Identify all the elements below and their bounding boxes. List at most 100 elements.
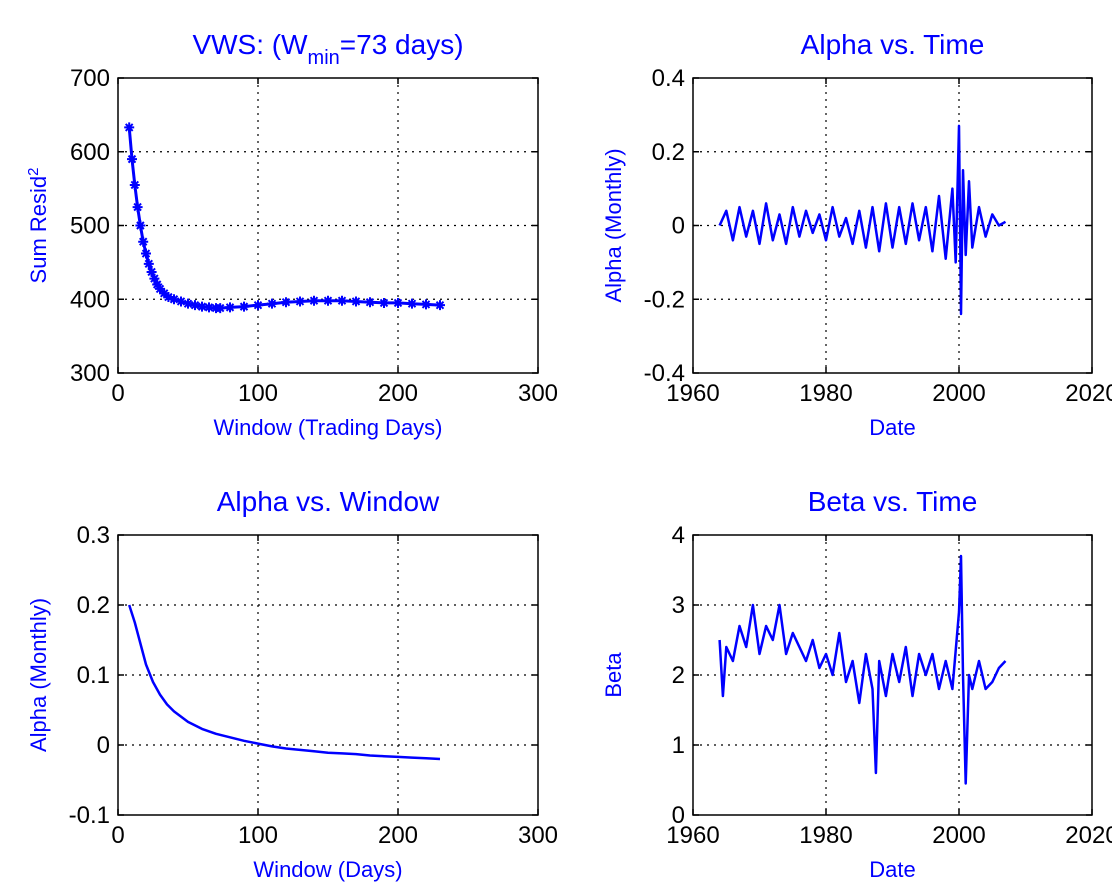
data-point-star	[129, 179, 140, 190]
data-point-star	[155, 283, 165, 294]
x-tick-label: 300	[518, 380, 558, 407]
y-tick-label: 0.3	[77, 522, 110, 549]
data-point-star	[281, 297, 291, 308]
y-tick-label: 2	[672, 662, 685, 689]
data-point-star	[149, 273, 160, 284]
y-tick-label: 400	[70, 286, 110, 313]
y-axis-label: Alpha (Monthly)	[26, 598, 51, 752]
y-tick-label: 4	[672, 522, 685, 549]
y-tick-label: -0.1	[69, 802, 110, 829]
x-tick-label: 1960	[666, 822, 719, 849]
plot-top-left: 0 100 200 300 300 400 500 600 700 VWS: (Wmin=73 d…	[25, 29, 558, 440]
chart-title: Alpha vs. Window	[217, 486, 440, 517]
data-point-star	[143, 258, 154, 269]
series-line	[718, 554, 1007, 785]
y-tick-label: 500	[70, 213, 110, 240]
x-axis-label: Date	[869, 415, 915, 440]
data-point-star	[309, 295, 319, 306]
y-tick-label: 0	[97, 732, 110, 759]
y-tick-label: 0.1	[77, 662, 110, 689]
title-main: VWS: (W	[192, 29, 308, 60]
data-point-star	[267, 298, 277, 309]
y-tick-label: 600	[70, 139, 110, 166]
y-tick-label: 700	[70, 65, 110, 92]
y-tick-label: 300	[70, 360, 110, 387]
data-point-star	[169, 294, 179, 305]
x-tick-label: 1980	[799, 380, 852, 407]
y-tick-label: 0	[672, 802, 685, 829]
x-tick-label: 2000	[932, 380, 985, 407]
data-point-star	[163, 292, 174, 303]
data-point-star	[435, 300, 445, 311]
series-line	[128, 604, 441, 761]
y-tick-label: 3	[672, 592, 685, 619]
x-axis-label: Date	[869, 857, 915, 882]
x-tick-label: 200	[378, 380, 418, 407]
data-point-star	[379, 297, 389, 308]
chart-title: Beta vs. Time	[808, 486, 978, 517]
x-tick-label: 0	[111, 380, 124, 407]
data-point-star	[190, 300, 200, 311]
data-point-star	[253, 300, 263, 311]
y-tick-label: 0	[672, 213, 685, 240]
data-point-star	[132, 202, 143, 213]
y-tick-label: 1	[672, 732, 685, 759]
data-point-star	[127, 154, 137, 165]
series-line	[718, 124, 1007, 316]
data-point-star	[365, 297, 375, 308]
x-tick-label: 1960	[666, 380, 719, 407]
data-point-star	[124, 122, 135, 133]
data-point-star	[197, 301, 207, 312]
data-point-star	[393, 297, 403, 308]
x-axis-label: Window (Trading Days)	[213, 415, 442, 440]
data-point-star	[135, 220, 146, 231]
x-tick-label: 2000	[932, 822, 985, 849]
data-point-star	[323, 295, 333, 306]
ylabel-main: Sum Resid	[26, 176, 51, 284]
y-axis-label: Sum Resid2	[25, 168, 51, 284]
data-point-star	[176, 296, 186, 307]
data-point-star	[138, 236, 149, 247]
y-tick-label: -0.4	[644, 360, 685, 387]
data-point-star	[239, 301, 249, 312]
data-point-star	[225, 302, 235, 313]
y-tick-label: 0.2	[77, 592, 110, 619]
data-point-star	[351, 296, 361, 307]
title-rest: =73 days)	[340, 29, 464, 60]
data-point-star	[204, 302, 214, 313]
data-point-star	[421, 299, 431, 310]
x-tick-label: 0	[111, 822, 124, 849]
data-point-star	[407, 298, 417, 309]
axes-frame	[692, 534, 1093, 816]
title-subscript: min	[308, 47, 340, 69]
x-tick-label: 100	[238, 822, 278, 849]
x-tick-label: 200	[378, 822, 418, 849]
data-point-star	[141, 248, 151, 259]
data-point-star	[183, 298, 193, 309]
chart-title: VWS: (Wmin=73 days)	[192, 29, 463, 69]
ylabel-superscript: 2	[25, 168, 42, 176]
chart-title: Alpha vs. Time	[801, 29, 985, 60]
x-tick-label: 100	[238, 380, 278, 407]
x-axis-label: Window (Days)	[253, 857, 402, 882]
y-axis-label: Beta	[601, 652, 626, 698]
x-tick-label: 300	[518, 822, 558, 849]
y-tick-label: -0.2	[644, 286, 685, 313]
data-point-star	[295, 296, 305, 307]
y-tick-label: 0.2	[652, 139, 685, 166]
y-tick-label: 0.4	[652, 65, 685, 92]
y-axis-label: Alpha (Monthly)	[601, 148, 626, 302]
data-point-star	[215, 303, 226, 314]
data-point-star	[337, 295, 347, 306]
data-point-star	[146, 266, 157, 277]
data-point-star	[152, 279, 163, 290]
x-tick-label: 1980	[799, 822, 852, 849]
axes-frame	[692, 77, 1093, 374]
data-point-star	[159, 288, 170, 299]
